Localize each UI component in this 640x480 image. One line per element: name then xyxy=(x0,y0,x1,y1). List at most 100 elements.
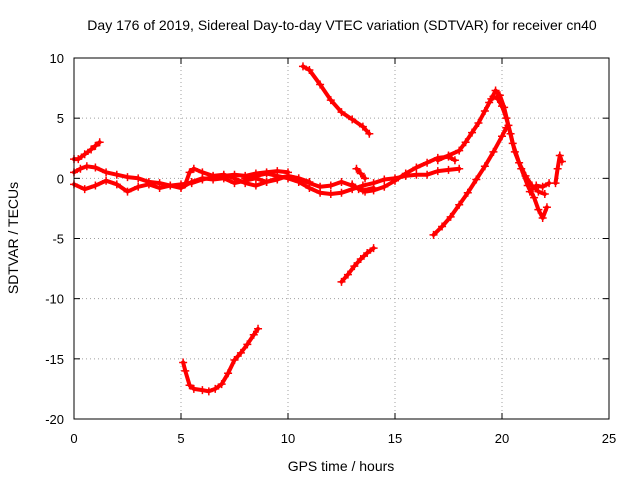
data-point xyxy=(112,180,121,189)
data-point xyxy=(525,187,534,196)
data-point xyxy=(446,212,455,221)
data-point xyxy=(491,86,500,95)
data-point xyxy=(538,214,547,223)
data-point xyxy=(337,177,346,186)
data-point xyxy=(112,170,121,179)
series-arc-1 xyxy=(70,138,104,164)
data-point xyxy=(230,356,239,365)
series-line xyxy=(339,246,376,284)
data-point xyxy=(455,146,464,155)
data-point xyxy=(189,384,198,393)
data-point xyxy=(369,179,378,188)
y-tick-label: -20 xyxy=(45,412,64,427)
data-point xyxy=(326,96,335,105)
y-tick-label: -5 xyxy=(52,232,64,247)
data-point xyxy=(76,164,85,173)
data-point xyxy=(380,175,389,184)
data-point xyxy=(91,141,100,150)
data-point xyxy=(468,128,477,137)
data-point xyxy=(429,230,438,239)
data-point xyxy=(80,185,89,194)
series-arc-5 xyxy=(241,164,464,198)
data-point xyxy=(433,156,442,165)
data-point xyxy=(177,182,185,191)
data-point xyxy=(102,168,111,177)
series-arc-8 xyxy=(298,62,374,138)
data-point xyxy=(480,106,489,115)
x-tick-label: 10 xyxy=(281,431,295,446)
data-point xyxy=(262,169,271,178)
series-arc-11 xyxy=(429,123,511,239)
series-arc-9 xyxy=(179,324,263,396)
data-point xyxy=(444,165,453,174)
data-point xyxy=(358,122,367,131)
data-point xyxy=(181,366,190,375)
data-point xyxy=(337,108,346,117)
data-point xyxy=(363,248,372,257)
data-point xyxy=(534,205,543,214)
data-point xyxy=(557,157,566,166)
x-tick-label: 0 xyxy=(70,431,77,446)
data-point xyxy=(352,164,361,173)
data-point xyxy=(480,162,489,171)
data-point xyxy=(450,156,459,165)
data-point xyxy=(350,262,359,271)
ticks: 0 5 10 15 20 25 -20 -15 -10 -5 0 5 10 xyxy=(45,51,616,446)
grid xyxy=(74,58,609,419)
data-point xyxy=(369,244,378,253)
series-line xyxy=(431,125,509,237)
data-point xyxy=(498,132,506,141)
data-point xyxy=(412,170,421,179)
data-point xyxy=(555,151,564,160)
data-point xyxy=(356,254,365,263)
data-point xyxy=(485,98,494,107)
data-point xyxy=(219,170,228,179)
data-point xyxy=(123,173,132,182)
data-point xyxy=(510,147,519,156)
data-point xyxy=(337,277,346,286)
data-point xyxy=(348,180,357,189)
data-point xyxy=(305,183,314,192)
data-point xyxy=(455,200,464,209)
x-tick-label: 25 xyxy=(602,431,616,446)
data-point xyxy=(489,147,498,156)
data-point xyxy=(502,114,511,123)
data-point xyxy=(298,62,307,71)
data-point xyxy=(532,181,541,190)
data-point xyxy=(74,155,83,164)
data-point xyxy=(187,177,196,186)
data-point xyxy=(230,174,239,183)
data-point xyxy=(474,118,483,127)
data-point xyxy=(498,102,506,111)
data-point xyxy=(343,270,352,279)
data-point xyxy=(553,164,562,173)
data-point xyxy=(493,94,502,103)
data-point xyxy=(166,181,175,190)
data-point xyxy=(155,183,164,192)
series-arc-15 xyxy=(551,151,566,188)
data-point xyxy=(361,174,370,183)
data-point xyxy=(326,181,335,190)
data-point xyxy=(380,182,389,191)
data-point xyxy=(189,164,198,173)
data-point xyxy=(365,129,374,138)
data-point xyxy=(95,138,104,147)
data-point xyxy=(80,150,89,159)
data-point xyxy=(391,176,399,185)
data-point xyxy=(489,92,498,101)
data-point xyxy=(91,181,100,190)
x-tick-label: 15 xyxy=(388,431,402,446)
data-point xyxy=(251,171,260,180)
chart-title: Day 176 of 2019, Sidereal Day-to-day VTE… xyxy=(87,17,597,33)
data-point xyxy=(326,189,335,198)
y-tick-label: -10 xyxy=(45,292,64,307)
data-point xyxy=(211,384,220,393)
data-point xyxy=(181,180,190,189)
data-point xyxy=(472,175,481,184)
data-point xyxy=(534,187,543,196)
series-arc-10 xyxy=(337,244,378,286)
data-point xyxy=(401,169,410,178)
data-point xyxy=(540,189,549,198)
data-point xyxy=(82,162,91,171)
